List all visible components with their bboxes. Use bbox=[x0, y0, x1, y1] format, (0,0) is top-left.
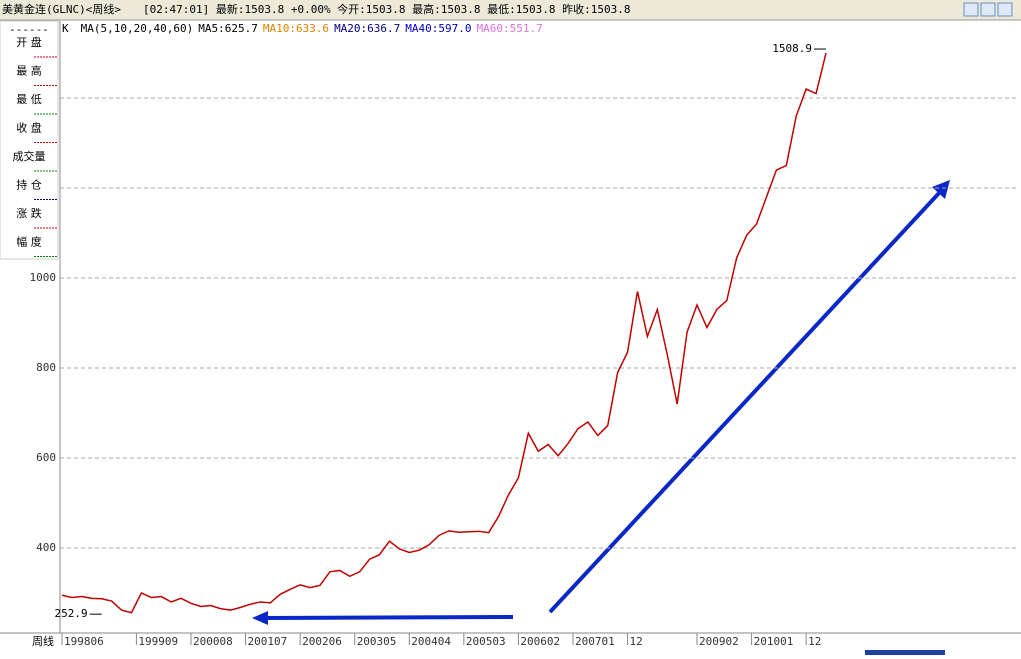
panel-label: 幅 度 bbox=[16, 235, 42, 249]
arrow-head bbox=[932, 180, 950, 199]
annotation: 252.9 bbox=[55, 607, 88, 620]
panel-dashes: ------ bbox=[9, 23, 49, 36]
y-tick-label: 400 bbox=[36, 541, 56, 554]
nav-button[interactable] bbox=[997, 2, 1013, 17]
price-line bbox=[61, 52, 827, 614]
x-tick-label: 12 bbox=[808, 635, 821, 648]
nav-button[interactable] bbox=[963, 2, 979, 17]
panel-label: 成交量 bbox=[13, 149, 46, 163]
x-tick-label: 199806 bbox=[64, 635, 104, 648]
y-tick-label: 800 bbox=[36, 361, 56, 374]
nav-button[interactable] bbox=[980, 2, 996, 17]
x-tick-label: 200206 bbox=[302, 635, 342, 648]
x-axis-label: 周线 bbox=[32, 634, 54, 648]
panel-label: 最 低 bbox=[16, 93, 42, 106]
window-title: 美黄金连(GLNC)<周线> bbox=[2, 2, 121, 16]
x-tick-label: 199909 bbox=[138, 635, 178, 648]
ma-legend-item: MA60:551.7 bbox=[477, 22, 543, 35]
ma-legend-item: MA(5,10,20,40,60) bbox=[81, 22, 194, 35]
arrow-shaft bbox=[548, 190, 942, 614]
x-tick-label: 200008 bbox=[193, 635, 233, 648]
panel-label: 收 盘 bbox=[16, 121, 42, 135]
ma-legend-item: MA10:633.6 bbox=[263, 22, 329, 35]
x-tick-label: 200503 bbox=[466, 635, 506, 648]
ma-legend-item: MA5:625.7 bbox=[198, 22, 258, 35]
quote-line: [02:47:01] 最新:1503.8 +0.00% 今开:1503.8 最高… bbox=[143, 2, 631, 16]
info-panel bbox=[0, 20, 59, 260]
panel-label: 开 盘 bbox=[16, 35, 42, 49]
x-tick-label: 200404 bbox=[411, 635, 451, 648]
x-tick-label: 12 bbox=[630, 635, 643, 648]
ma-legend-item: K bbox=[62, 22, 69, 35]
arrow-head bbox=[252, 611, 268, 625]
top-bar bbox=[0, 0, 1021, 20]
x-tick-label: 200107 bbox=[248, 635, 288, 648]
scrollbar[interactable] bbox=[865, 650, 945, 655]
arrow-shaft bbox=[264, 615, 514, 620]
panel-label: 持 仓 bbox=[16, 178, 42, 192]
x-tick-label: 200701 bbox=[575, 635, 615, 648]
ma-legend-item: MA20:636.7 bbox=[334, 22, 400, 35]
x-tick-label: 200602 bbox=[520, 635, 560, 648]
panel-label: 最 高 bbox=[16, 64, 42, 78]
x-tick-label: 200305 bbox=[357, 635, 397, 648]
x-tick-label: 201001 bbox=[754, 635, 794, 648]
annotation: 1508.9 bbox=[772, 42, 812, 55]
panel-label: 涨 跌 bbox=[16, 206, 42, 220]
x-tick-label: 200902 bbox=[699, 635, 739, 648]
y-tick-label: 1000 bbox=[30, 271, 57, 284]
y-tick-label: 600 bbox=[36, 451, 56, 464]
ma-legend-item: MA40:597.0 bbox=[405, 22, 471, 35]
